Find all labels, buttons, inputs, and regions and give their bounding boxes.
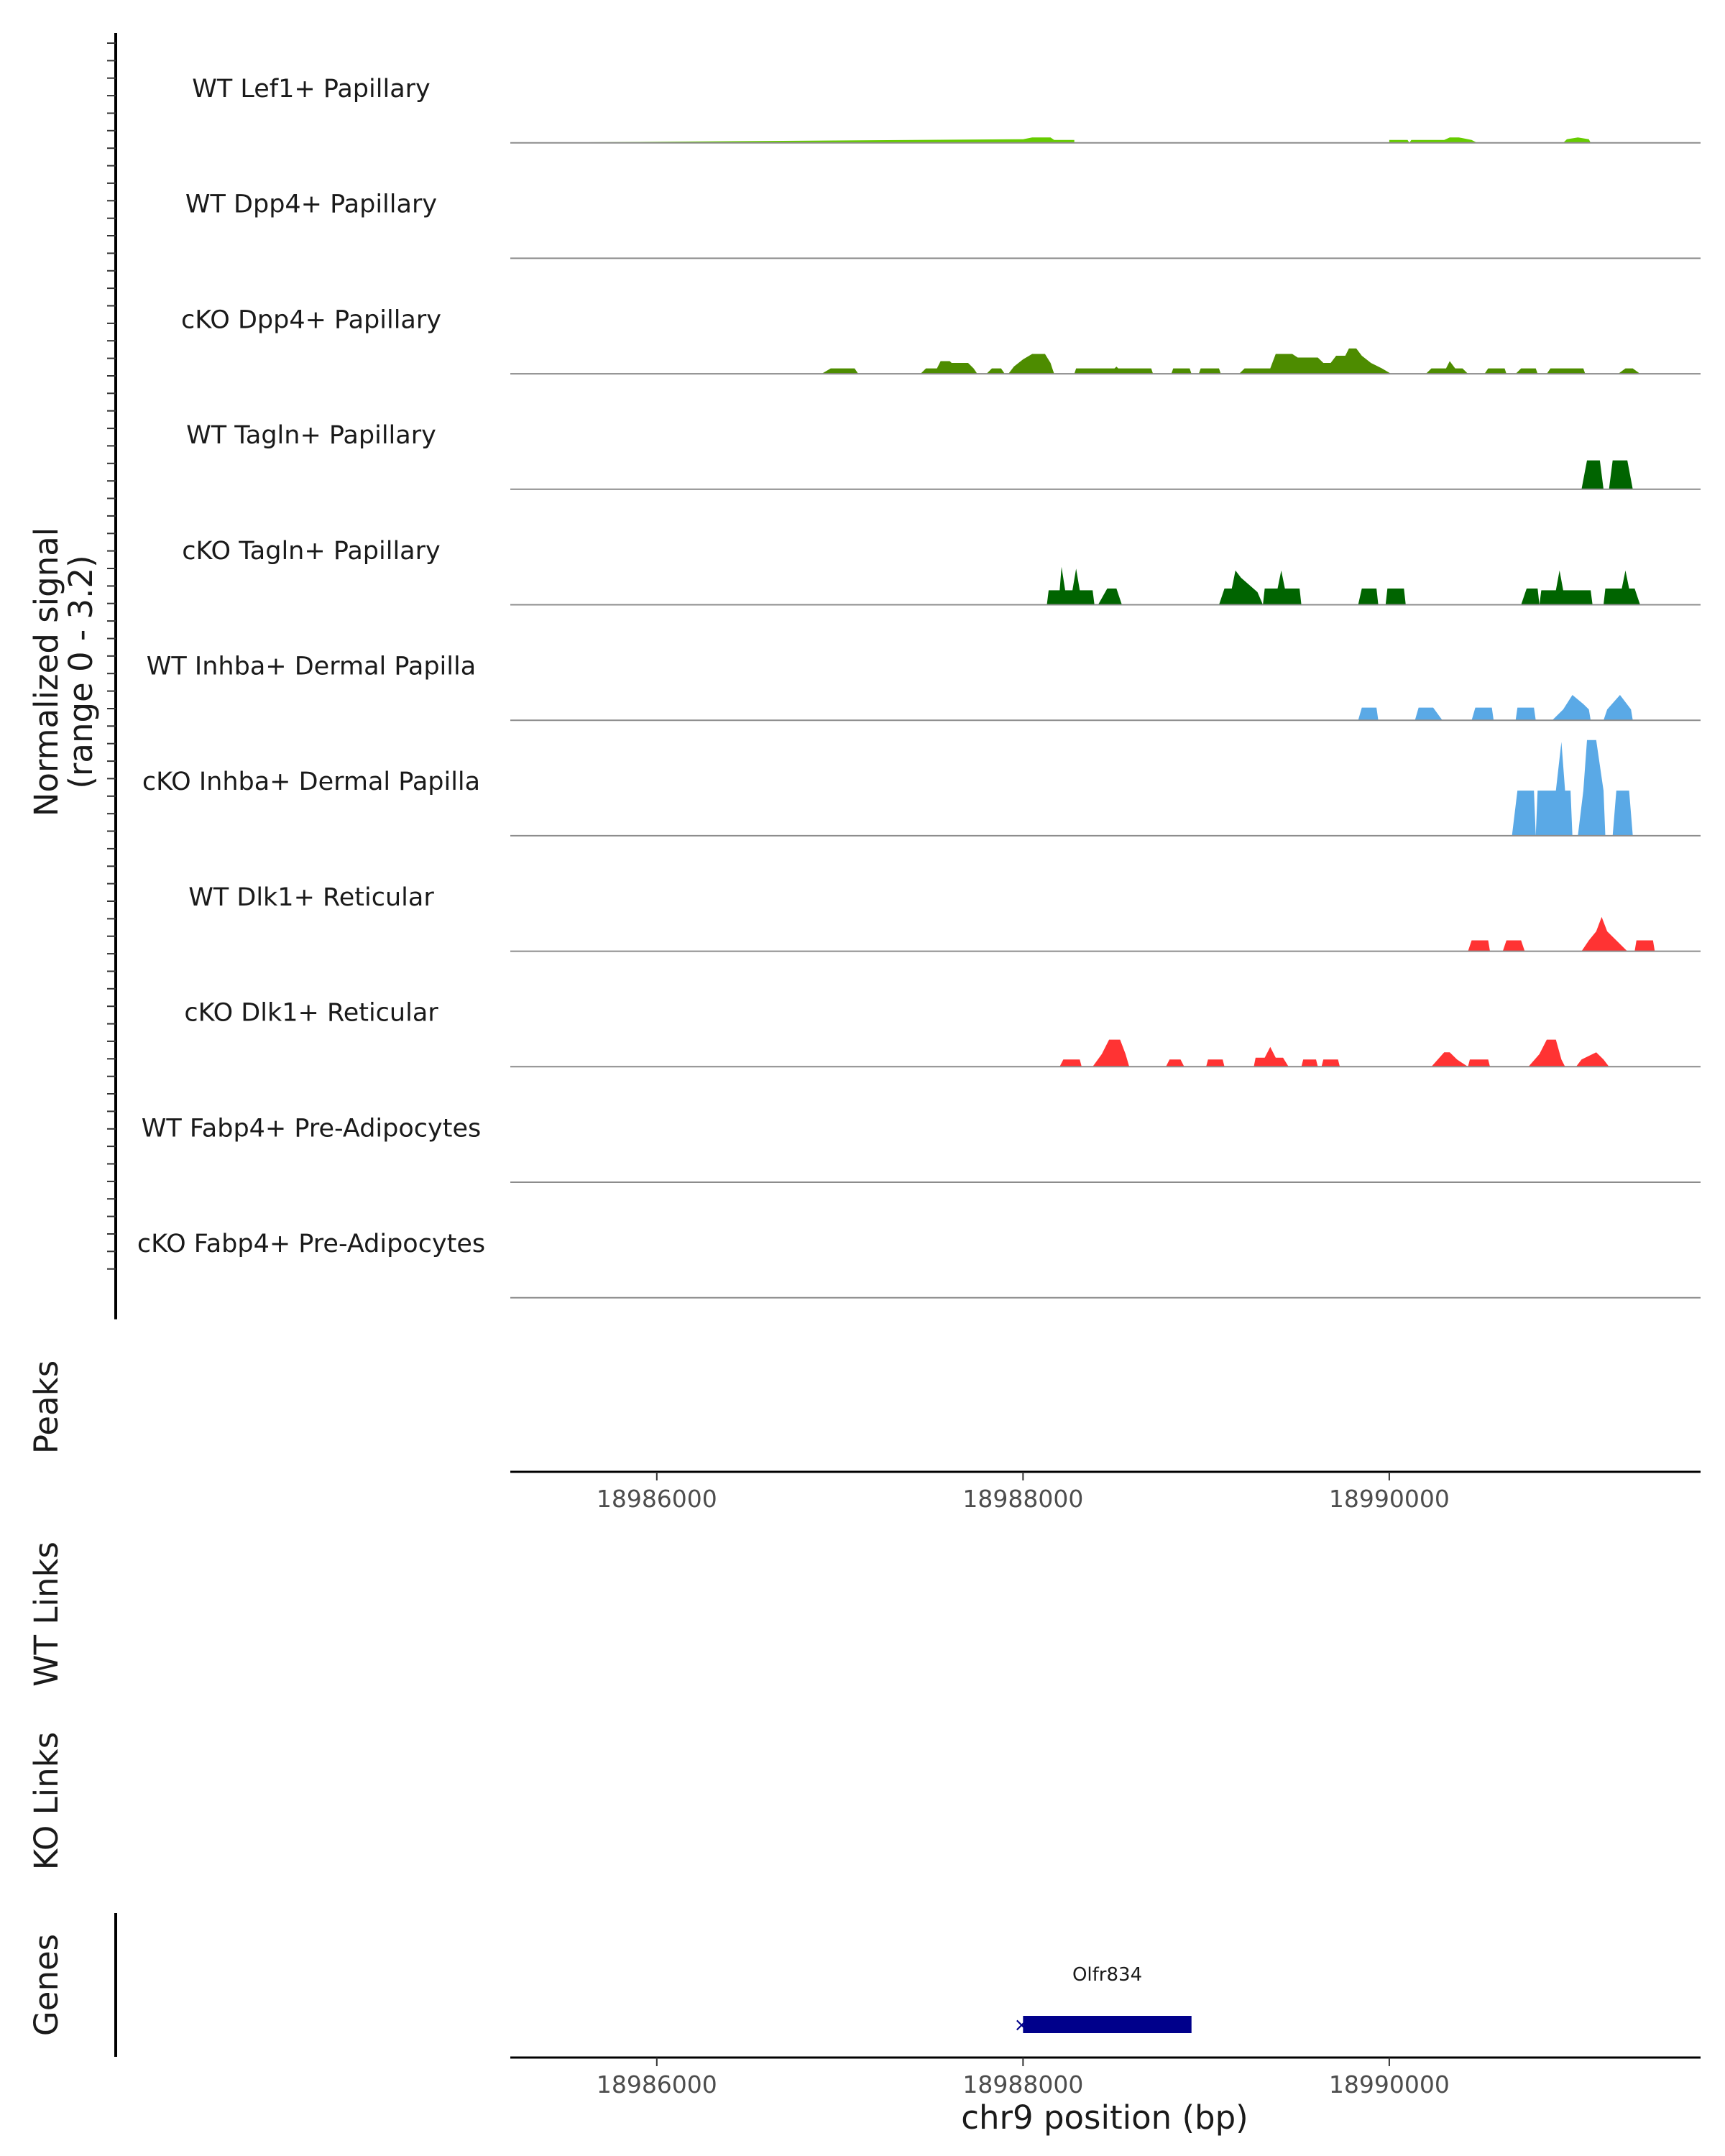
track-label: cKO Tagln+ Papillary: [182, 537, 441, 566]
track-4: WT Tagln+ Papillary: [186, 421, 1701, 490]
x-tick-label: 18990000: [1329, 2070, 1450, 2099]
track-1: WT Lef1+ Papillary: [192, 75, 1701, 144]
gene-label: Olfr834: [1072, 1964, 1142, 1986]
x-tick-label: 18986000: [597, 1485, 717, 1513]
gene-annotations: × Olfr834: [1013, 1964, 1192, 2036]
track-label: WT Dpp4+ Papillary: [185, 190, 437, 219]
x-axis-title: chr9 position (bp): [961, 2099, 1248, 2137]
track-label: WT Fabp4+ Pre-Adipocytes: [142, 1114, 481, 1143]
coverage-area: [510, 137, 1591, 143]
x-tick-label: 18990000: [1329, 1485, 1450, 1513]
track-7: cKO Inhba+ Dermal Papilla: [142, 740, 1701, 837]
coverage-area: [1046, 566, 1640, 605]
track-5: cKO Tagln+ Papillary: [182, 537, 1701, 606]
coverage-area: [822, 348, 1640, 374]
track-label: WT Inhba+ Dermal Papilla: [147, 653, 476, 681]
ko-links-title: KO Links: [27, 1732, 65, 1870]
x-axis-lower: 18986000 18988000 18990000: [510, 2056, 1701, 2099]
track-11: cKO Fabp4+ Pre-Adipocytes: [137, 1230, 1701, 1299]
signal-y-axis: [107, 33, 117, 1319]
track-label: WT Dlk1+ Reticular: [188, 883, 434, 912]
coverage-area: [1358, 695, 1633, 721]
coverage-area: [1512, 740, 1633, 836]
x-tick-label: 18988000: [962, 2070, 1083, 2099]
peaks-title: Peaks: [27, 1360, 65, 1454]
x-tick-label: 18986000: [597, 2070, 717, 2099]
track-label: WT Lef1+ Papillary: [192, 75, 431, 103]
gene-body: [1023, 2016, 1192, 2033]
track-label: WT Tagln+ Papillary: [186, 421, 436, 450]
x-tick-label: 18988000: [962, 1485, 1083, 1513]
track-label: cKO Inhba+ Dermal Papilla: [142, 768, 480, 796]
gene-strand-marker: ×: [1013, 2014, 1029, 2036]
wt-links-title: WT Links: [27, 1542, 65, 1687]
y-axis-range: (range 0 - 3.2): [62, 555, 100, 788]
track-8: WT Dlk1+ Reticular: [188, 883, 1701, 952]
coverage-area: [1581, 460, 1633, 489]
track-6: WT Inhba+ Dermal Papilla: [147, 653, 1701, 722]
track-label: cKO Dpp4+ Papillary: [181, 305, 441, 334]
coverage-area: [1059, 1039, 1609, 1067]
track-2: WT Dpp4+ Papillary: [185, 190, 1701, 259]
track-9: cKO Dlk1+ Reticular: [184, 999, 1701, 1068]
track-3: cKO Dpp4+ Papillary: [181, 305, 1701, 375]
track-label: cKO Dlk1+ Reticular: [184, 999, 438, 1028]
x-axis-upper: 18986000 18988000 18990000: [510, 1470, 1701, 1513]
coverage-tracks: WT Lef1+ Papillary WT Dpp4+ Papillary cKO …: [137, 75, 1701, 1299]
y-axis-title: Normalized signal: [27, 528, 65, 817]
track-10: WT Fabp4+ Pre-Adipocytes: [142, 1114, 1701, 1183]
coverage-area: [1468, 916, 1655, 952]
genes-title: Genes: [27, 1934, 65, 2036]
track-label: cKO Fabp4+ Pre-Adipocytes: [137, 1230, 485, 1258]
